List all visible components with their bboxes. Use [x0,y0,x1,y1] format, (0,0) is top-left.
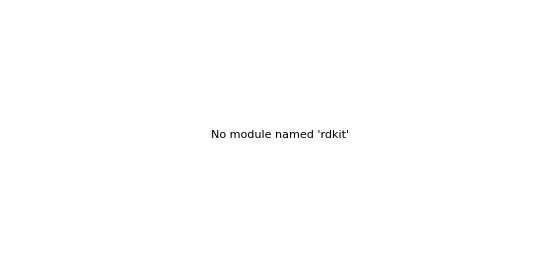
Text: No module named 'rdkit': No module named 'rdkit' [211,131,349,140]
